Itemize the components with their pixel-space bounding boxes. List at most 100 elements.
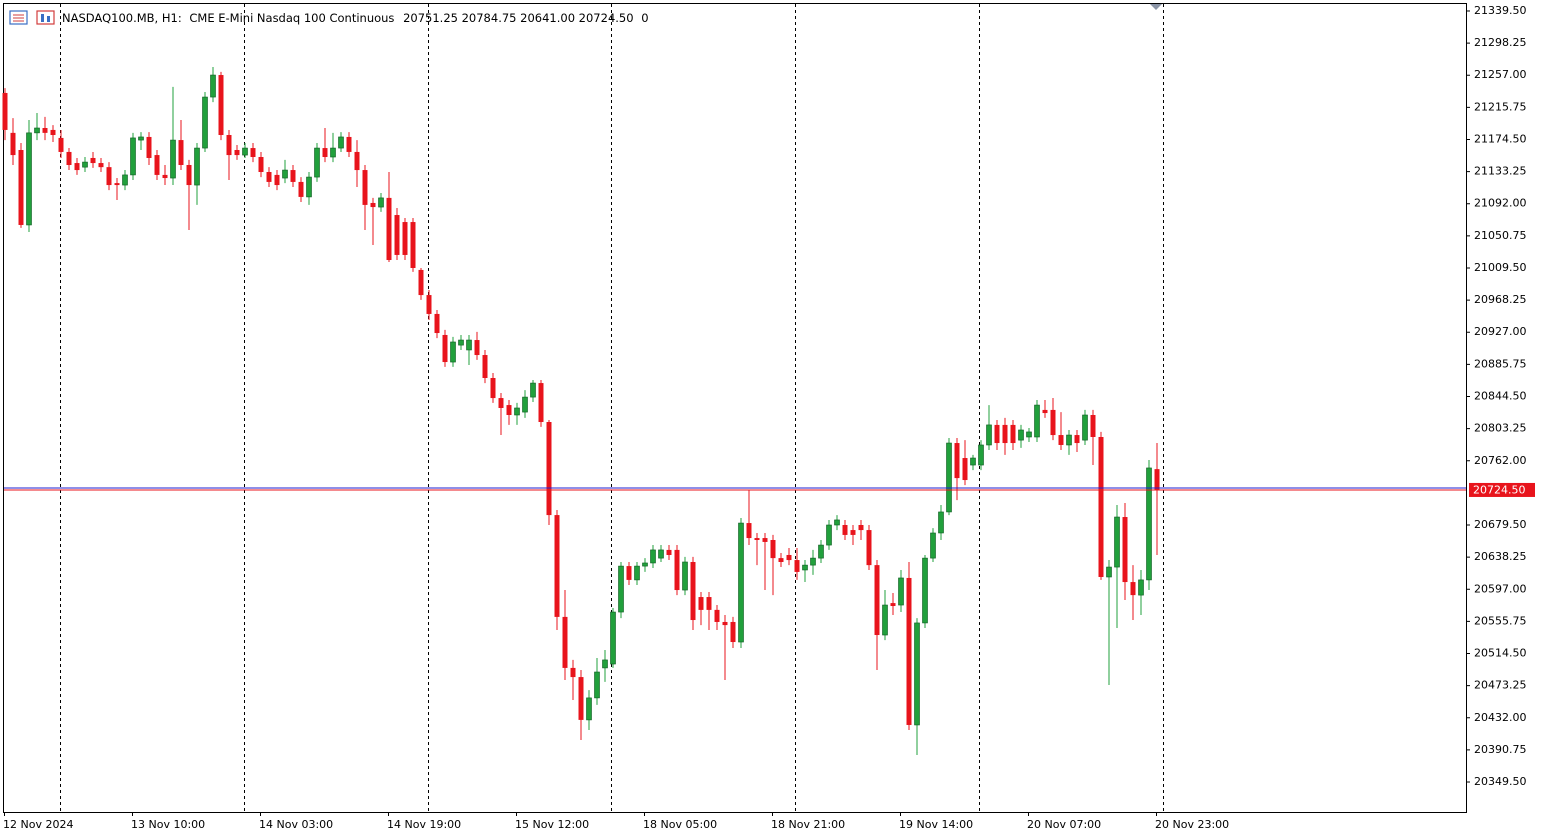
candle-body — [538, 383, 544, 423]
candle-body — [650, 549, 656, 564]
candle-body — [410, 222, 416, 268]
candle-body — [970, 457, 976, 466]
candle-body — [1090, 414, 1096, 437]
candle-body — [450, 341, 456, 363]
y-tick-label: 21009.50 — [1474, 261, 1527, 274]
low-price: 20641.00 — [520, 11, 575, 25]
candle-body — [42, 128, 48, 133]
candle-body — [762, 538, 768, 542]
candle-body — [1146, 467, 1152, 581]
candle-body — [442, 334, 448, 363]
candle-body — [770, 539, 776, 559]
candle-body — [346, 136, 352, 152]
candle-body — [402, 222, 408, 255]
x-tick-label: 20 Nov 07:00 — [1027, 818, 1101, 831]
candle-body — [562, 616, 568, 668]
candle-body — [810, 557, 816, 566]
icon-bar — [47, 16, 50, 22]
candle-body — [738, 522, 744, 643]
y-tick-label: 21257.00 — [1474, 68, 1527, 81]
candle-body — [666, 549, 672, 555]
candle-body — [378, 197, 384, 208]
candle-body — [362, 170, 368, 205]
candle-body — [882, 604, 888, 636]
candle-body — [1034, 404, 1040, 438]
candle-body — [698, 597, 704, 610]
candle-body — [690, 561, 696, 621]
candle-body — [82, 161, 88, 168]
y-tick-label: 20844.50 — [1474, 389, 1527, 402]
candle-body — [938, 511, 944, 534]
candle-body — [354, 151, 360, 171]
candle-body — [850, 530, 856, 535]
candle-body — [642, 562, 648, 567]
open-price: 20751.25 — [403, 11, 458, 25]
candle-body — [706, 597, 712, 610]
candle-body — [498, 398, 504, 408]
candle-body — [266, 172, 272, 182]
candle-body — [1042, 409, 1048, 414]
x-tick-label: 13 Nov 10:00 — [131, 818, 205, 831]
candle-body — [834, 519, 840, 526]
candle-body — [1018, 429, 1024, 441]
candle-body — [786, 554, 792, 561]
x-tick-label: 14 Nov 19:00 — [387, 818, 461, 831]
candle-body — [954, 443, 960, 479]
candle-body — [890, 603, 896, 607]
candle-body — [66, 151, 72, 165]
high-price: 20784.75 — [462, 11, 517, 25]
y-tick-label: 20514.50 — [1474, 647, 1527, 660]
candle-body — [530, 382, 536, 398]
y-tick-label: 21050.75 — [1474, 229, 1527, 242]
candle-body — [234, 150, 240, 156]
icon-chart[interactable] — [36, 10, 55, 25]
candle-body — [898, 577, 904, 606]
y-tick-label: 20473.25 — [1474, 679, 1527, 692]
candle-body — [930, 532, 936, 559]
candle-body — [426, 295, 432, 314]
candle-body — [618, 565, 624, 613]
candle-body — [946, 442, 952, 513]
candle-body — [322, 148, 328, 158]
x-tick-label: 19 Nov 14:00 — [899, 818, 973, 831]
y-tick-label: 20803.25 — [1474, 422, 1527, 435]
candle-body — [506, 405, 512, 415]
candle-body — [202, 96, 208, 149]
y-tick-label: 20885.75 — [1474, 357, 1527, 370]
y-tick-label: 21174.50 — [1474, 132, 1527, 145]
candle-body — [746, 523, 752, 539]
candle-body — [226, 135, 232, 156]
x-tick-label: 20 Nov 23:00 — [1155, 818, 1229, 831]
candle-body — [330, 147, 336, 158]
plot-frame — [3, 3, 1467, 813]
candle-body — [626, 566, 632, 580]
candle-body — [98, 163, 104, 168]
shift-marker — [1150, 4, 1162, 10]
candle-body — [778, 558, 784, 562]
candle-body — [434, 313, 440, 334]
candle-body — [242, 147, 248, 156]
y-tick-label: 20349.50 — [1474, 775, 1527, 788]
y-tick-label: 20432.00 — [1474, 711, 1527, 724]
symbol: NASDAQ100.MB, H1: — [62, 11, 182, 25]
candle-body — [18, 150, 24, 225]
y-tick-label: 21133.25 — [1474, 165, 1527, 178]
candle-body — [594, 671, 600, 699]
candle-body — [482, 355, 488, 379]
x-tick-label: 15 Nov 12:00 — [515, 818, 589, 831]
candle-body — [106, 167, 112, 186]
candle-body — [458, 339, 464, 346]
candle-body — [730, 621, 736, 643]
candle-body — [1130, 582, 1136, 596]
y-tick-label: 20968.25 — [1474, 293, 1527, 306]
candle-body — [866, 530, 872, 566]
candle-body — [1026, 431, 1032, 438]
candle-body — [602, 659, 608, 669]
candle-body — [610, 611, 616, 665]
candle-body — [578, 677, 584, 720]
candle-body — [74, 163, 80, 171]
candle-body — [274, 174, 280, 186]
candle-body — [1154, 469, 1160, 490]
candle-body — [842, 525, 848, 535]
